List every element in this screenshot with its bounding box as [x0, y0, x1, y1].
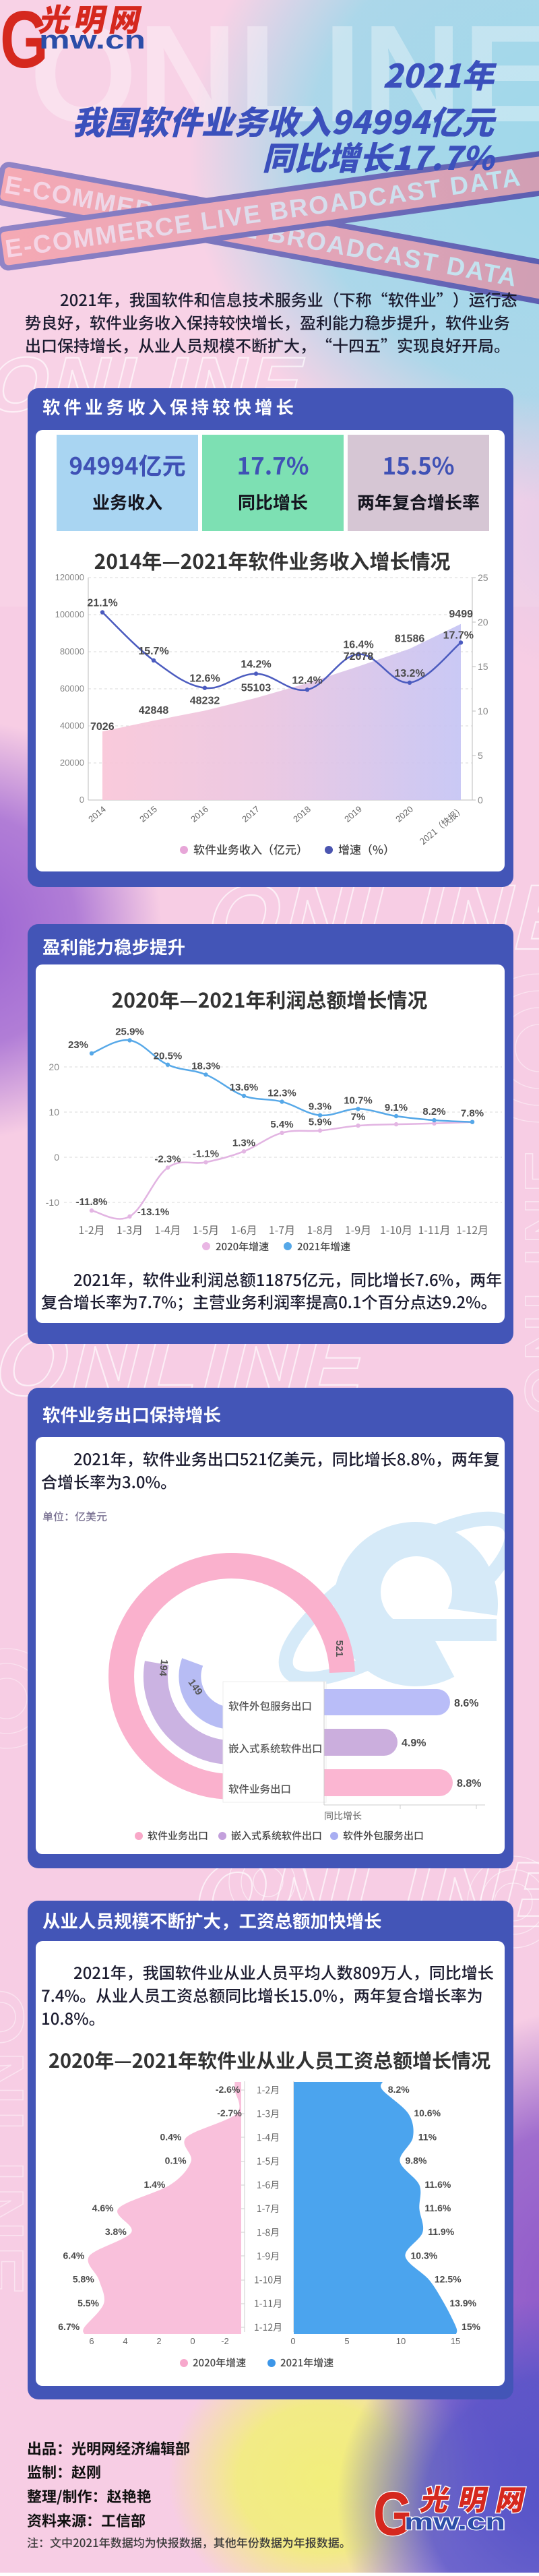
svg-text:-10: -10 [46, 1197, 59, 1208]
svg-text:15: 15 [478, 661, 488, 672]
svg-text:42848: 42848 [139, 705, 169, 716]
svg-text:521: 521 [334, 1640, 345, 1657]
svg-text:7026: 7026 [90, 721, 115, 733]
svg-text:20.5%: 20.5% [154, 1051, 183, 1062]
svg-text:5: 5 [344, 2336, 349, 2346]
svg-text:0: 0 [478, 795, 483, 805]
svg-text:0.4%: 0.4% [160, 2131, 181, 2142]
svg-text:-2: -2 [221, 2336, 229, 2346]
svg-text:11.6%: 11.6% [424, 2203, 451, 2213]
svg-text:5.5%: 5.5% [77, 2298, 99, 2308]
svg-text:-2.6%: -2.6% [216, 2084, 241, 2095]
svg-text:12.3%: 12.3% [267, 1088, 296, 1099]
svg-text:4: 4 [123, 2336, 127, 2346]
svg-text:21.1%: 21.1% [87, 597, 117, 609]
svg-text:G: G [0, 0, 49, 85]
svg-text:0: 0 [290, 2336, 295, 2346]
svg-text:5.4%: 5.4% [270, 1119, 293, 1130]
svg-text:6.4%: 6.4% [63, 2250, 84, 2261]
svg-text:17.7%: 17.7% [443, 630, 474, 641]
svg-text:-13.1%: -13.1% [137, 1206, 170, 1218]
svg-text:5.8%: 5.8% [73, 2274, 94, 2285]
svg-text:8.2%: 8.2% [422, 1106, 445, 1117]
svg-text:15%: 15% [462, 2321, 481, 2332]
svg-text:10.3%: 10.3% [411, 2250, 438, 2261]
svg-text:G: G [373, 2480, 412, 2548]
svg-text:mw.cn: mw.cn [39, 26, 146, 55]
svg-text:18.3%: 18.3% [191, 1060, 220, 1072]
svg-text:48232: 48232 [190, 695, 220, 706]
svg-text:9499: 9499 [449, 609, 473, 620]
svg-text:25: 25 [478, 572, 488, 583]
svg-text:55103: 55103 [241, 682, 272, 694]
svg-text:8.8%: 8.8% [457, 1778, 481, 1789]
svg-text:23%: 23% [68, 1039, 88, 1051]
svg-text:80000: 80000 [60, 646, 84, 656]
svg-text:11.6%: 11.6% [424, 2179, 451, 2190]
svg-text:-2.7%: -2.7% [217, 2108, 242, 2118]
svg-text:8.2%: 8.2% [388, 2084, 410, 2095]
svg-text:11%: 11% [418, 2131, 437, 2142]
svg-text:194: 194 [157, 1659, 170, 1677]
svg-text:10.6%: 10.6% [414, 2108, 441, 2118]
svg-text:8.6%: 8.6% [454, 1698, 478, 1709]
svg-text:12.5%: 12.5% [435, 2274, 462, 2285]
svg-text:9.1%: 9.1% [385, 1102, 408, 1113]
svg-text:120000: 120000 [55, 572, 84, 582]
svg-text:11.9%: 11.9% [428, 2226, 454, 2237]
svg-text:9.8%: 9.8% [405, 2155, 426, 2166]
svg-text:15.7%: 15.7% [138, 646, 168, 657]
svg-text:12.4%: 12.4% [292, 675, 322, 686]
svg-text:10: 10 [478, 706, 488, 716]
svg-text:5.9%: 5.9% [309, 1116, 331, 1128]
svg-text:72078: 72078 [344, 651, 374, 663]
svg-text:60000: 60000 [60, 683, 84, 694]
svg-text:14.2%: 14.2% [241, 659, 271, 671]
svg-text:15: 15 [451, 2336, 460, 2346]
svg-text:1.4%: 1.4% [144, 2179, 165, 2190]
svg-text:4.9%: 4.9% [402, 1738, 426, 1749]
svg-text:ONLINE: ONLINE [30, 0, 539, 151]
svg-text:1.3%: 1.3% [232, 1137, 255, 1148]
svg-text:3.8%: 3.8% [105, 2226, 127, 2237]
svg-text:mw.cn: mw.cn [404, 2509, 505, 2535]
svg-text:10: 10 [396, 2336, 406, 2346]
svg-text:-1.1%: -1.1% [193, 1148, 219, 1159]
svg-text:2: 2 [156, 2336, 161, 2346]
svg-text:7%: 7% [351, 1111, 366, 1123]
svg-text:13.6%: 13.6% [230, 1082, 259, 1093]
svg-text:5: 5 [478, 750, 483, 761]
svg-text:7.8%: 7.8% [461, 1108, 484, 1120]
svg-text:16.4%: 16.4% [343, 640, 373, 651]
svg-text:4.6%: 4.6% [92, 2203, 114, 2213]
svg-text:13.2%: 13.2% [394, 668, 424, 679]
svg-text:0: 0 [80, 795, 84, 805]
svg-text:81586: 81586 [395, 634, 425, 645]
svg-text:-2.3%: -2.3% [154, 1153, 181, 1165]
svg-text:40000: 40000 [60, 720, 84, 731]
svg-text:13.9%: 13.9% [449, 2298, 476, 2308]
svg-text:100000: 100000 [55, 609, 84, 619]
svg-text:25.9%: 25.9% [115, 1026, 144, 1037]
svg-text:6: 6 [89, 2336, 94, 2346]
svg-text:20000: 20000 [60, 758, 84, 768]
svg-text:20: 20 [49, 1062, 59, 1072]
svg-text:10.7%: 10.7% [344, 1095, 373, 1106]
svg-text:20: 20 [478, 617, 488, 627]
svg-text:0: 0 [54, 1152, 59, 1163]
svg-text:12.6%: 12.6% [189, 673, 220, 685]
svg-text:10: 10 [49, 1107, 59, 1117]
svg-text:0: 0 [190, 2336, 195, 2346]
svg-text:9.3%: 9.3% [309, 1101, 331, 1113]
svg-text:6.7%: 6.7% [58, 2321, 80, 2332]
svg-text:ONLINE: ONLINE [512, 1145, 539, 1415]
svg-text:-11.8%: -11.8% [76, 1196, 108, 1208]
svg-text:0.1%: 0.1% [165, 2155, 187, 2166]
